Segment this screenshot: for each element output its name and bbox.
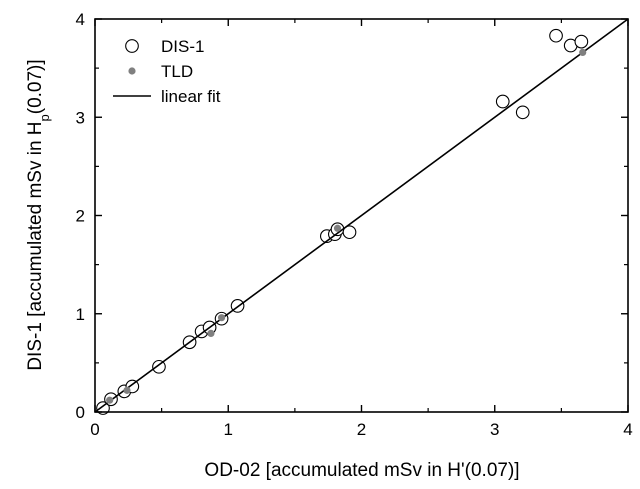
legend-label-dis1: DIS-1 [161,37,204,56]
x-tick-label: 2 [357,420,366,439]
x-axis-title: OD-02 [accumulated mSv in H'(0.07)] [204,460,519,481]
x-tick-label: 1 [224,420,233,439]
y-axis-title-subscript: p [37,114,52,121]
dis1-point [495,94,510,109]
y-tick-label: 0 [76,403,85,422]
y-axis-title: DIS-1 [accumulated mSv in Hp(0.07)] [25,59,52,370]
tld-point [333,224,342,232]
tld-point [123,386,131,394]
dis1-point [342,225,357,240]
y-tick-label: 1 [76,305,85,324]
dis1-point [515,105,530,120]
dis1-point [152,359,166,374]
y-axis-title-suffix: (0.07)] [25,59,46,114]
tld-point [106,396,114,404]
dis1-point [549,28,563,43]
legend-label-tld: TLD [161,62,193,81]
legend: DIS-1 TLD linear fit [113,37,221,106]
y-tick-label: 4 [76,10,85,29]
y-tick-label: 3 [76,108,85,127]
y-tick-label: 2 [76,207,85,226]
tld-point [207,329,215,337]
y-axis-title-main: DIS-1 [accumulated mSv in H [25,121,46,370]
linear-fit-line [94,18,629,413]
tld-point [579,48,587,57]
legend-label-fit: linear fit [161,87,221,106]
x-tick-label: 3 [490,420,499,439]
x-tick-label: 0 [90,420,99,439]
dis1-point [574,34,589,49]
legend-marker-tld [128,67,136,75]
tld-point [217,314,226,322]
legend-marker-dis1 [125,39,139,53]
x-tick-label: 4 [623,420,632,439]
